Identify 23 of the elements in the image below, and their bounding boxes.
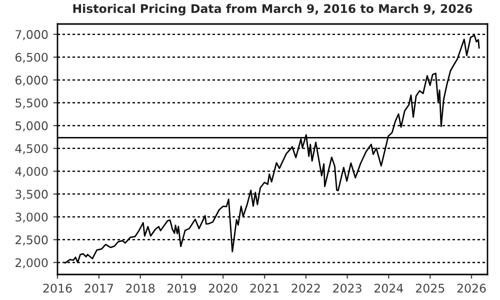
x-tick-label: 2026 [457, 284, 486, 293]
y-tick-label: 3,500 [16, 190, 48, 200]
x-tick-label: 2016 [43, 284, 72, 293]
y-tick-label: 3,000 [16, 212, 48, 223]
x-tick-label: 2020 [208, 284, 238, 293]
y-tick-label: 4,000 [15, 166, 48, 178]
x-tick-label: 2017 [84, 284, 113, 293]
y-tick-label: 6,500 [16, 52, 48, 63]
y-tick-label: 6,000 [16, 76, 48, 86]
y-tick-label: 2,000 [16, 258, 48, 268]
y-tick-label: 4,500 [15, 144, 48, 154]
x-tick-label: 2019 [168, 284, 196, 293]
x-tick-label: 2018 [126, 284, 155, 293]
y-tick-label: 5,500 [16, 98, 48, 109]
y-tick-label: 2,500 [16, 235, 48, 246]
x-tick-label: 2023 [333, 284, 362, 293]
y-tick-label: 7,000 [16, 30, 48, 40]
x-tick-label: 2022 [292, 284, 320, 293]
y-tick-label: 5,000 [16, 121, 48, 132]
x-tick-label: 2024 [374, 284, 404, 293]
chart-title: Historical Pricing Data from March 9, 2016 to March 9, 2026 [73, 4, 472, 16]
x-tick-label: 2025 [416, 284, 444, 293]
x-tick-label: 2021 [250, 284, 278, 293]
